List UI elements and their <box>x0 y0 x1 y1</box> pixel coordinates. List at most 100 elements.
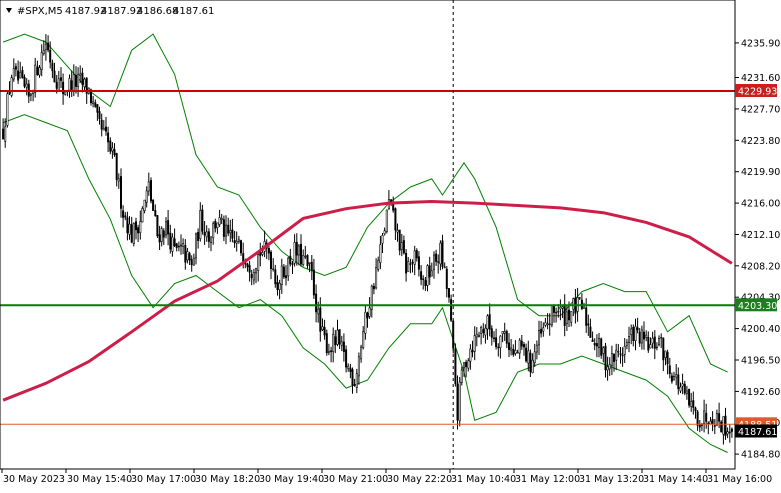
candle <box>372 283 375 295</box>
candle <box>484 324 487 344</box>
candle <box>173 228 176 247</box>
candle <box>529 349 532 377</box>
candle <box>690 392 693 412</box>
candle <box>730 427 733 438</box>
candle <box>518 338 521 359</box>
candle <box>323 319 326 340</box>
candle <box>507 333 510 357</box>
horizontal-lines[interactable] <box>0 90 735 425</box>
candle <box>670 372 673 384</box>
candle <box>475 327 478 347</box>
candle <box>177 241 180 252</box>
y-tick-label: 4219.90 <box>741 167 780 178</box>
candle <box>184 239 187 270</box>
candle <box>649 337 652 349</box>
candle <box>75 66 78 94</box>
candle <box>497 343 500 357</box>
candle <box>563 294 566 337</box>
candle <box>615 343 618 370</box>
tag-last-price: 4187.61 <box>738 427 777 438</box>
candle <box>109 137 112 155</box>
tag-last-price-bg <box>735 424 777 438</box>
y-tick-label: 4192.60 <box>741 387 780 398</box>
candle <box>627 326 630 353</box>
candle <box>10 74 13 98</box>
candle <box>703 399 706 433</box>
candle <box>366 311 369 328</box>
header-symbol: #SPX,M5 <box>17 6 63 17</box>
candle <box>600 337 603 359</box>
candle <box>653 330 656 360</box>
candle <box>227 217 230 237</box>
candle <box>685 385 688 400</box>
candle <box>394 207 397 240</box>
candle <box>165 217 168 239</box>
bb-lower-line <box>2 114 728 453</box>
candle <box>488 303 491 337</box>
candle <box>162 228 165 245</box>
candle <box>514 340 517 356</box>
x-tick-label: 31 May 12:00 <box>515 474 580 485</box>
candle <box>655 342 658 351</box>
candle <box>310 255 313 281</box>
candle <box>132 222 135 247</box>
candle <box>640 325 643 350</box>
candle <box>182 238 185 255</box>
candle <box>713 419 716 435</box>
header-close: 4187.61 <box>173 6 214 17</box>
candle <box>726 427 729 439</box>
candle <box>214 218 217 233</box>
candle <box>531 353 534 374</box>
candle <box>520 335 523 350</box>
y-tick-label: 4208.20 <box>741 261 780 272</box>
candle <box>407 257 410 272</box>
candle <box>122 205 125 228</box>
candle <box>546 313 549 330</box>
candle <box>349 363 352 379</box>
candle <box>92 95 95 108</box>
candle <box>53 62 56 83</box>
candle <box>505 329 508 348</box>
candle <box>325 329 328 356</box>
candle <box>578 297 581 300</box>
candle <box>400 233 403 257</box>
candle <box>503 322 506 341</box>
candle <box>4 118 7 148</box>
candle <box>634 318 637 351</box>
candle <box>156 215 159 238</box>
candle <box>192 253 195 266</box>
candle <box>471 340 474 358</box>
candle <box>135 217 138 240</box>
candle <box>666 349 669 375</box>
candle <box>570 311 573 327</box>
candle <box>591 331 594 342</box>
candle <box>458 377 461 427</box>
candle <box>235 231 238 252</box>
candle <box>141 206 144 223</box>
candle <box>38 65 41 78</box>
y-tick-label: 4223.80 <box>741 136 780 147</box>
candle <box>501 331 504 343</box>
candle <box>297 244 300 266</box>
candle <box>585 298 588 333</box>
candle <box>462 362 465 377</box>
candle <box>595 334 598 358</box>
candle <box>336 319 339 347</box>
candle <box>445 266 448 298</box>
candle <box>347 363 350 372</box>
candle <box>398 229 401 256</box>
candle <box>370 284 373 318</box>
candles <box>2 34 733 445</box>
dropdown-triangle-icon[interactable] <box>6 8 12 13</box>
candle <box>111 142 114 159</box>
candle <box>186 248 189 264</box>
candle <box>499 335 502 359</box>
candle <box>486 314 489 340</box>
candle <box>533 343 536 367</box>
candle <box>668 357 671 379</box>
x-tick-label: 31 May 10:40 <box>451 474 516 485</box>
candle <box>276 275 279 296</box>
candle <box>338 329 341 349</box>
candle <box>265 239 268 259</box>
